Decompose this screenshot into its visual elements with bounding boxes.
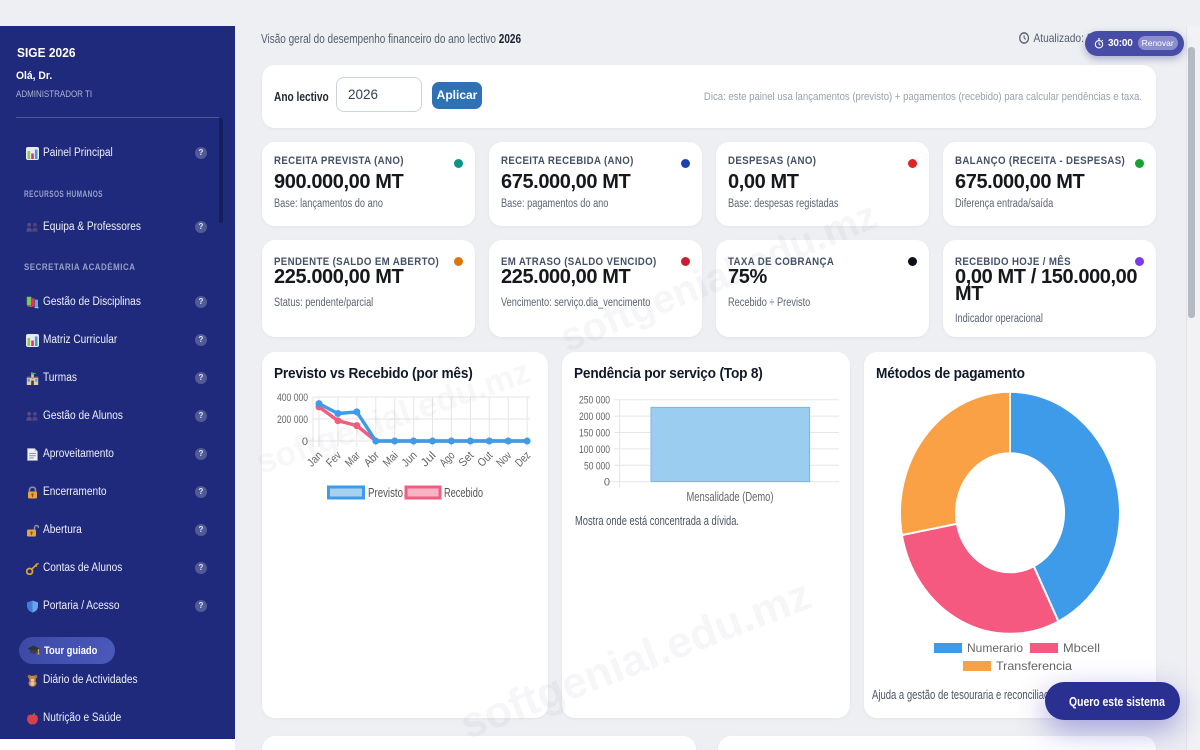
- svg-text:Recebido: Recebido: [444, 486, 483, 500]
- svg-text:Nov: Nov: [495, 449, 515, 469]
- svg-text:Mar: Mar: [343, 450, 363, 470]
- svg-text:Mbcell: Mbcell: [1063, 641, 1100, 655]
- svg-text:200 000: 200 000: [277, 414, 308, 426]
- svg-text:Mostra onde está concentrada a: Mostra onde está concentrada a dívida.: [575, 514, 739, 528]
- svg-text:Out: Out: [476, 449, 496, 469]
- svg-text:Jul: Jul: [419, 450, 439, 470]
- svg-text:50 000: 50 000: [584, 460, 610, 472]
- svg-text:100 000: 100 000: [579, 444, 610, 456]
- svg-text:Previsto: Previsto: [368, 486, 403, 500]
- svg-text:Mensalidade (Demo): Mensalidade (Demo): [687, 490, 774, 504]
- svg-text:250 000: 250 000: [579, 395, 610, 407]
- svg-text:Abr: Abr: [362, 450, 382, 470]
- svg-text:Jun: Jun: [400, 450, 420, 470]
- svg-text:Ago: Ago: [438, 450, 458, 470]
- svg-text:Dez: Dez: [513, 449, 533, 469]
- svg-text:200 000: 200 000: [579, 411, 610, 423]
- svg-text:Fev: Fev: [324, 449, 344, 469]
- svg-text:Mai: Mai: [381, 450, 401, 470]
- svg-text:Ajuda a gestão de tesouraria e: Ajuda a gestão de tesouraria e reconcili…: [872, 688, 1062, 702]
- svg-text:Numerario: Numerario: [967, 641, 1023, 655]
- svg-text:Jan: Jan: [305, 450, 325, 470]
- svg-text:0: 0: [604, 477, 610, 489]
- svg-text:400 000: 400 000: [277, 392, 308, 404]
- svg-text:Transferencia: Transferencia: [996, 659, 1072, 673]
- svg-text:Set: Set: [457, 449, 477, 469]
- svg-text:150 000: 150 000: [579, 428, 610, 440]
- svg-text:0: 0: [302, 436, 308, 448]
